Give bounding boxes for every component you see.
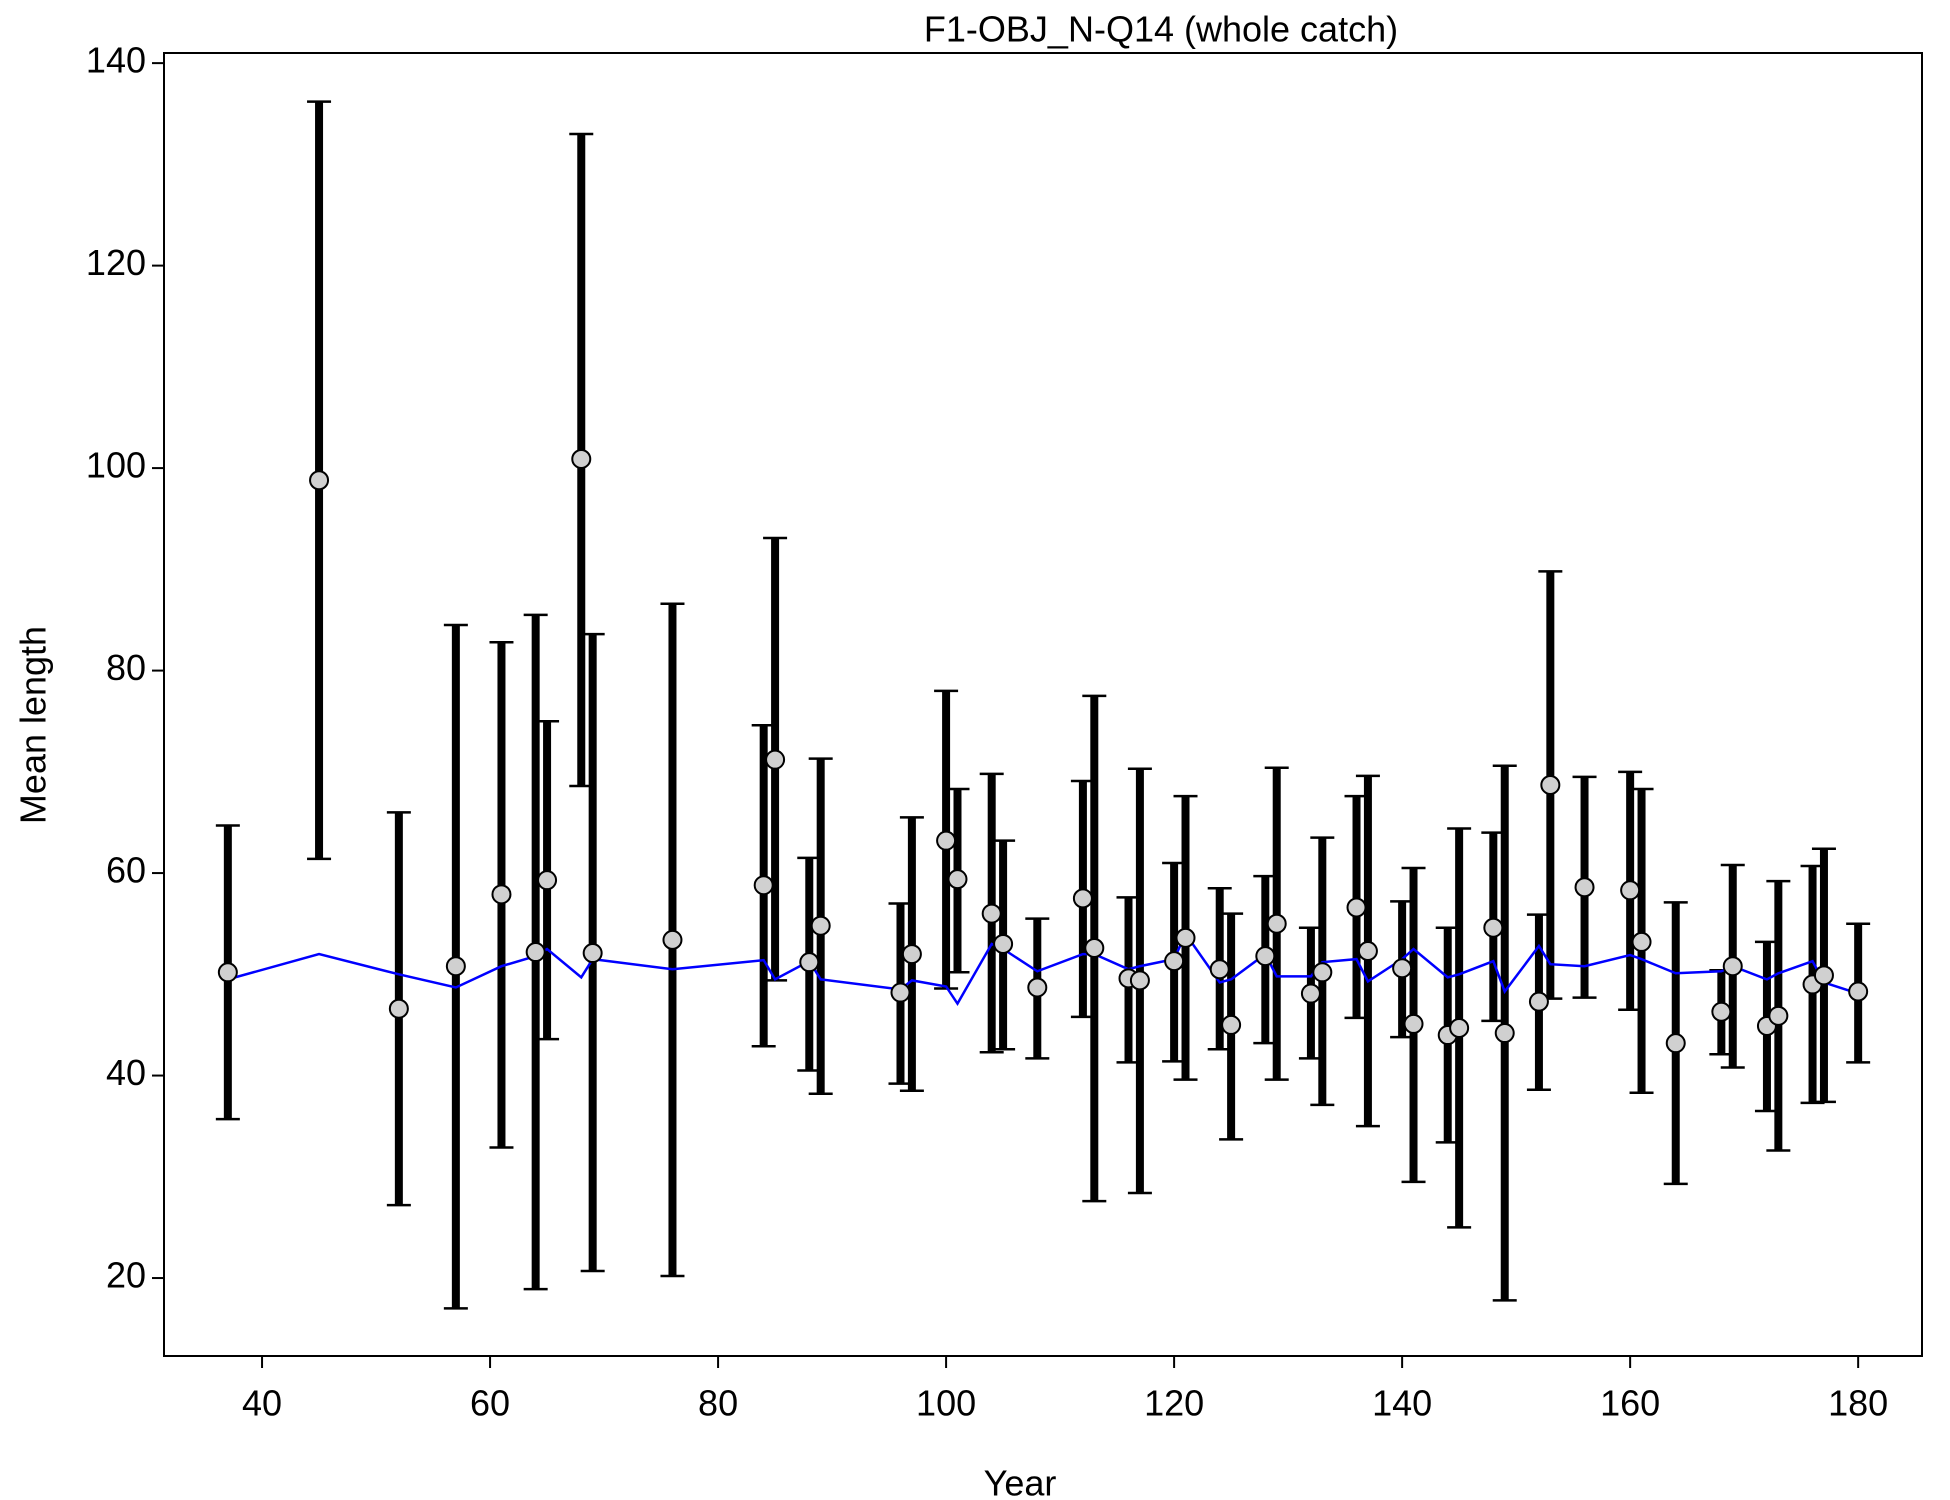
observed-point — [1027, 977, 1048, 998]
observed-point — [1631, 931, 1652, 952]
x-tick-label: 120 — [1144, 1383, 1204, 1424]
observed-point — [947, 869, 968, 890]
observed-point — [1403, 1013, 1424, 1034]
observed-point — [1221, 1014, 1242, 1035]
observed-point — [1266, 913, 1287, 934]
observed-point — [890, 982, 911, 1003]
x-tick-label: 80 — [698, 1383, 738, 1424]
observed-point — [901, 944, 922, 965]
observed-point — [1813, 965, 1834, 986]
observed-point — [525, 942, 546, 963]
x-tick-label: 40 — [242, 1383, 282, 1424]
observed-point — [1711, 1001, 1732, 1022]
observed-point — [1312, 962, 1333, 983]
expected-line — [227, 931, 1859, 1007]
y-tick-label: 140 — [86, 40, 146, 81]
observed-point — [1768, 1005, 1789, 1026]
observed-point — [1620, 880, 1641, 901]
x-tick-label: 160 — [1600, 1383, 1660, 1424]
observed-point — [1722, 956, 1743, 977]
observed-point — [582, 943, 603, 964]
observed-point — [981, 903, 1002, 924]
observed-point — [1665, 1033, 1686, 1054]
observed-point — [1528, 991, 1549, 1012]
observed-point — [1392, 958, 1413, 979]
observed-point — [1848, 981, 1869, 1002]
observed-point — [1084, 937, 1105, 958]
y-tick-label: 120 — [86, 242, 146, 283]
x-tick-label: 60 — [470, 1383, 510, 1424]
observed-point — [1072, 888, 1093, 909]
observed-point — [936, 830, 957, 851]
y-tick-label: 100 — [86, 445, 146, 486]
observed-point — [753, 875, 774, 896]
observed-point — [537, 870, 558, 891]
y-tick-label: 20 — [106, 1255, 146, 1296]
observed-point — [1483, 917, 1504, 938]
observed-point — [1494, 1023, 1515, 1044]
observed-point — [1574, 877, 1595, 898]
observed-point — [491, 884, 512, 905]
y-tick-label: 40 — [106, 1052, 146, 1093]
observed-point — [810, 915, 831, 936]
observed-point — [1357, 941, 1378, 962]
observed-point — [445, 956, 466, 977]
observed-point — [1346, 897, 1367, 918]
y-tick-label: 80 — [106, 647, 146, 688]
observed-point — [765, 749, 786, 770]
observed-point — [1209, 959, 1230, 980]
observed-point — [309, 470, 330, 491]
x-tick-label: 140 — [1372, 1383, 1432, 1424]
x-tick-label: 180 — [1828, 1383, 1888, 1424]
observed-point — [1164, 951, 1185, 972]
observed-point — [1129, 970, 1150, 991]
observed-point — [799, 952, 820, 973]
observed-point — [571, 448, 592, 469]
y-axis-label: Mean length — [13, 626, 54, 824]
observed-point — [993, 933, 1014, 954]
plot-frame — [163, 52, 1923, 1357]
y-tick-label: 60 — [106, 850, 146, 891]
observed-point — [217, 962, 238, 983]
x-tick-label: 100 — [916, 1383, 976, 1424]
observed-point — [1175, 927, 1196, 948]
observed-point — [1540, 774, 1561, 795]
observed-point — [1449, 1017, 1470, 1038]
observed-point — [662, 929, 683, 950]
x-axis-label: Year — [984, 1463, 1057, 1500]
observed-point — [1255, 946, 1276, 967]
chart-title: F1-OBJ_N-Q14 (whole catch) — [924, 9, 1398, 50]
observed-point — [1300, 983, 1321, 1004]
observed-point — [388, 998, 409, 1019]
